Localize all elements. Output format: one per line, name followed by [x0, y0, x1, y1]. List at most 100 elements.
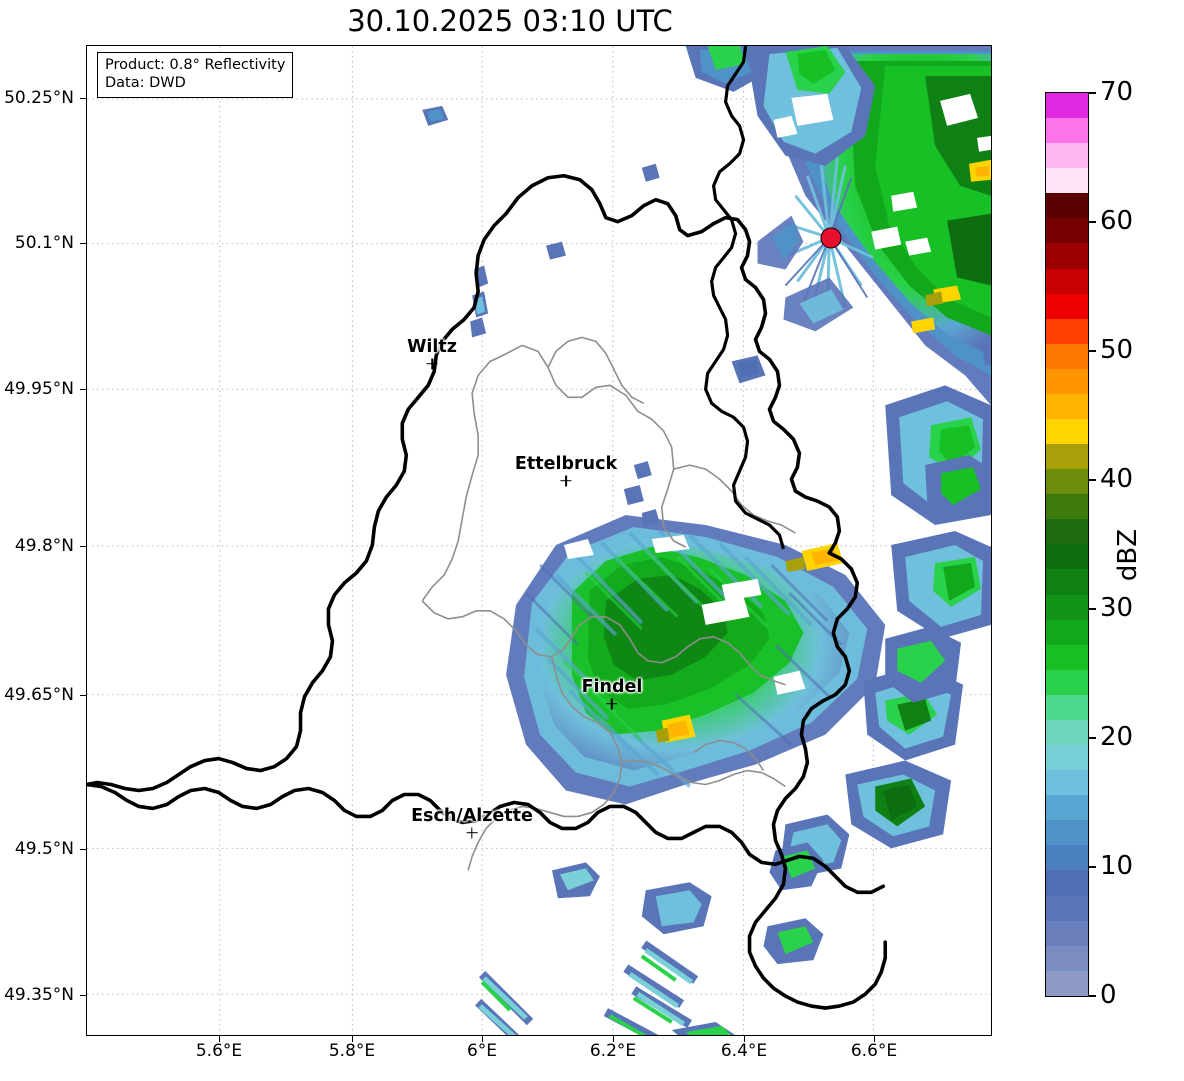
info-box: Product: 0.8° Reflectivity Data: DWD: [97, 52, 294, 98]
colorbar-tick: [1088, 350, 1096, 352]
x-tick-mark: [352, 1036, 353, 1042]
colorbar-band: [1046, 795, 1088, 821]
y-tick-mark: [80, 695, 86, 696]
colorbar-band: [1046, 669, 1088, 695]
colorbar-band: [1046, 494, 1088, 520]
info-product-line: Product: 0.8° Reflectivity: [105, 57, 286, 73]
colorbar-band: [1046, 619, 1088, 645]
colorbar-tick-label: 50: [1100, 335, 1134, 365]
luxembourg-national-border: [87, 173, 888, 1010]
secondary-border-line: [704, 46, 785, 550]
y-tick-mark: [80, 243, 86, 244]
y-tick-label: 49.5°N: [14, 839, 74, 859]
colorbar-band: [1046, 318, 1088, 344]
colorbar-band: [1046, 945, 1088, 971]
colorbar-band: [1046, 293, 1088, 319]
y-tick-label: 49.8°N: [14, 536, 74, 556]
city-marker-ettelbruck: Ettelbruck: [515, 454, 617, 487]
colorbar-band: [1046, 368, 1088, 394]
colorbar-tick-label: 10: [1100, 851, 1134, 881]
colorbar-tick-label: 30: [1100, 593, 1134, 623]
radar-map-plot[interactable]: Wiltz Ettelbruck Findel Esch/Alzette: [86, 45, 992, 1036]
echo-radar-spokes: [757, 157, 874, 332]
y-tick-mark: [80, 849, 86, 850]
city-cross-icon: [582, 697, 643, 710]
y-axis: 50.25°N 50.1°N 49.95°N 49.8°N 49.65°N 49…: [0, 0, 82, 1081]
echo-north-cluster: [685, 46, 876, 166]
x-tick-label: 5.6°E: [195, 1041, 243, 1061]
x-tick-mark: [219, 1036, 220, 1042]
colorbar-band: [1046, 594, 1088, 620]
city-label-wiltz: Wiltz: [407, 337, 457, 357]
colorbar-band: [1046, 243, 1088, 269]
colorbar-band: [1046, 970, 1088, 996]
city-label-ettelbruck: Ettelbruck: [514, 454, 618, 474]
echo-southeast-streaks: [475, 862, 824, 1035]
y-tick-mark: [80, 389, 86, 390]
colorbar-band: [1046, 218, 1088, 244]
colorbar-band: [1046, 519, 1088, 545]
colorbar-band: [1046, 770, 1088, 796]
colorbar-tick: [1088, 221, 1096, 223]
radar-reflectivity-layer: [422, 46, 991, 1035]
colorbar-band: [1046, 569, 1088, 595]
canton-boundaries: [421, 336, 796, 871]
x-tick-mark: [874, 1036, 875, 1042]
y-tick-mark: [80, 995, 86, 996]
city-marker-findel: Findel: [582, 677, 643, 710]
city-marker-wiltz: Wiltz: [407, 337, 457, 370]
echo-central-band: [506, 515, 886, 805]
city-label-findel: Findel: [581, 677, 643, 697]
colorbar-gradient: [1046, 93, 1088, 996]
colorbar-band: [1046, 343, 1088, 369]
colorbar-tick: [1088, 737, 1096, 739]
colorbar-tick: [1088, 866, 1096, 868]
city-marker-esch-alzette: Esch/Alzette: [411, 806, 533, 839]
colorbar-band: [1046, 920, 1088, 946]
colorbar-band: [1046, 745, 1088, 771]
x-tick-label: 6.2°E: [589, 1041, 637, 1061]
y-tick-label: 50.25°N: [4, 88, 74, 108]
y-tick-label: 49.35°N: [4, 985, 74, 1005]
colorbar-band: [1046, 845, 1088, 871]
colorbar-band: [1046, 719, 1088, 746]
colorbar-band: [1046, 93, 1088, 119]
city-label-esch-alzette: Esch/Alzette: [411, 806, 533, 826]
colorbar-tick: [1088, 92, 1096, 94]
y-tick-mark: [80, 98, 86, 99]
colorbar-band: [1046, 193, 1088, 219]
x-tick-mark: [613, 1036, 614, 1042]
colorbar-tick-label: 0: [1100, 980, 1117, 1010]
city-cross-icon: [411, 826, 533, 839]
colorbar-tick: [1088, 479, 1096, 481]
colorbar-tick-label: 70: [1100, 77, 1134, 107]
x-tick-label: 5.8°E: [328, 1041, 376, 1061]
city-cross-icon: [407, 357, 457, 370]
colorbar-unit-label: dBZ: [1113, 528, 1143, 582]
colorbar-band: [1046, 469, 1088, 495]
x-tick-label: 6.6°E: [850, 1041, 898, 1061]
y-tick-label: 49.65°N: [4, 685, 74, 705]
y-tick-label: 50.1°N: [14, 233, 74, 253]
x-tick-mark: [482, 1036, 483, 1042]
page-title: 30.10.2025 03:10 UTC: [347, 4, 673, 38]
radar-map-canvas: [87, 46, 991, 1035]
colorbar-band: [1046, 544, 1088, 570]
radar-site-icon[interactable]: [820, 227, 842, 249]
city-cross-icon: [515, 474, 617, 487]
colorbar-tick-label: 60: [1100, 206, 1134, 236]
colorbar-band: [1046, 268, 1088, 294]
y-tick-mark: [80, 546, 86, 547]
colorbar-band: [1046, 444, 1088, 470]
x-tick-mark: [744, 1036, 745, 1042]
colorbar-band: [1046, 694, 1088, 720]
colorbar-band: [1046, 644, 1088, 670]
colorbar-tick: [1088, 608, 1096, 610]
colorbar-tick-label: 40: [1100, 464, 1134, 494]
colorbar-band: [1046, 895, 1088, 921]
colorbar-band: [1046, 870, 1088, 896]
colorbar-tick-label: 20: [1100, 722, 1134, 752]
echo-east-scattered: [769, 385, 991, 891]
colorbar[interactable]: [1045, 92, 1089, 997]
colorbar-band: [1046, 168, 1088, 194]
